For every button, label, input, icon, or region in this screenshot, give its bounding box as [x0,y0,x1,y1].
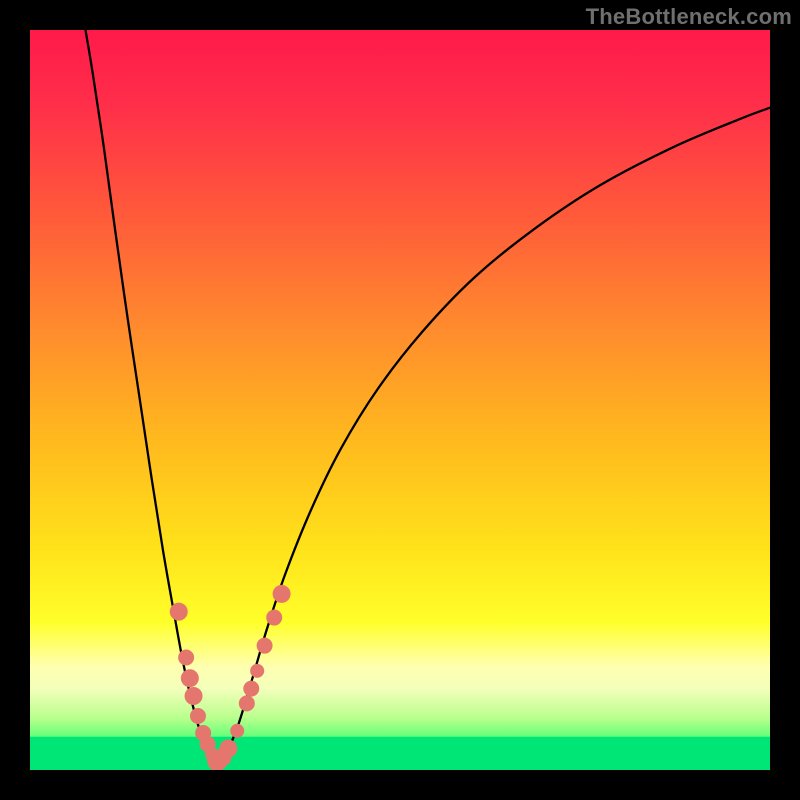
green-band [30,737,770,770]
data-marker [257,638,273,654]
data-marker [170,603,188,621]
data-marker [181,669,199,687]
data-marker [266,610,282,626]
data-marker [273,585,291,603]
chart-svg [0,0,800,800]
data-marker [219,740,237,758]
data-marker [239,695,255,711]
data-marker [185,687,203,705]
data-marker [178,650,194,666]
watermark-label: TheBottleneck.com [586,4,792,30]
chart-canvas: TheBottleneck.com [0,0,800,800]
data-marker [190,708,206,724]
data-marker [250,664,264,678]
data-marker [230,724,244,738]
data-marker [243,681,259,697]
